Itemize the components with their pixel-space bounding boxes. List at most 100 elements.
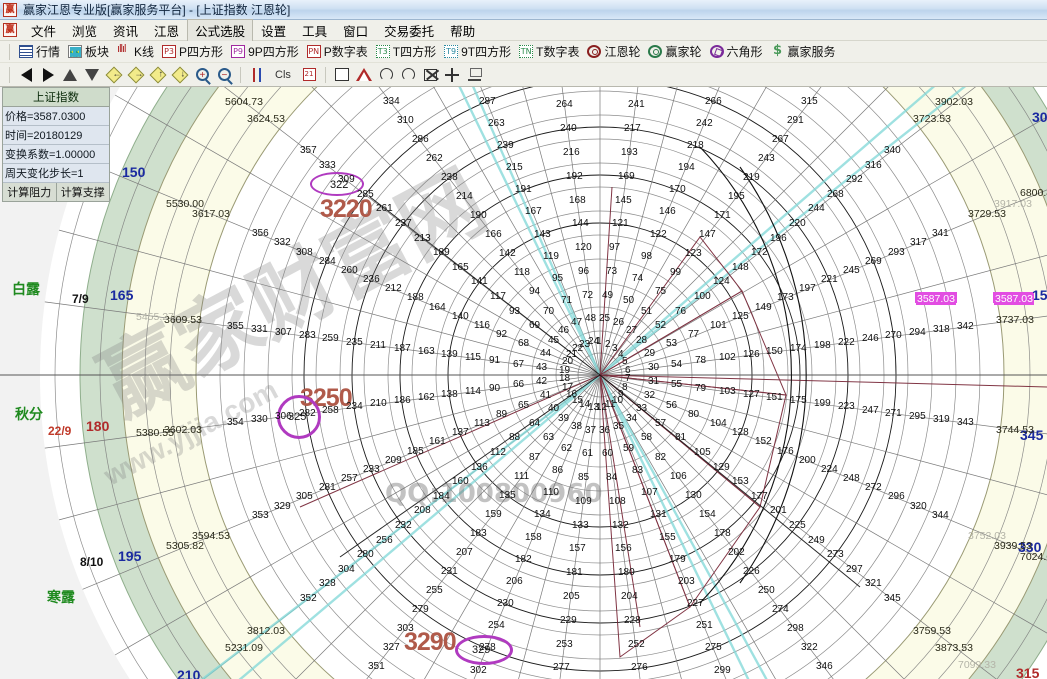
sector-number: 305	[296, 491, 313, 502]
sector-number: 39	[558, 413, 570, 424]
menu-item-window[interactable]: 窗口	[343, 24, 369, 39]
zoom-out-icon[interactable]: −	[213, 65, 235, 85]
toolbar-button-winner-wheel[interactable]: 赢家轮	[644, 42, 705, 61]
sector-number: 71	[561, 295, 573, 306]
price-ring-label: 5380.55	[136, 427, 174, 439]
sector-number: 237	[395, 218, 412, 229]
sector-number: 163	[418, 346, 435, 357]
pin-icon[interactable]	[463, 65, 485, 85]
candlestick-icon	[117, 43, 131, 58]
menu-item-gann[interactable]: 江恩	[154, 24, 180, 39]
menu-item-formula-stock-pick[interactable]: 公式选股	[187, 18, 254, 42]
degree-label-15: 15	[1032, 287, 1047, 303]
menu-item-file[interactable]: 文件	[31, 24, 57, 39]
menu-item-browse[interactable]: 浏览	[72, 24, 98, 39]
triangle-tool-icon[interactable]	[353, 65, 375, 85]
square-tool-icon[interactable]	[331, 65, 353, 85]
sector-number: 47	[571, 317, 583, 328]
sector-number: 127	[743, 389, 760, 400]
sector-number: 140	[452, 311, 469, 322]
sector-number: 260	[341, 265, 358, 276]
four-arrow-icon[interactable]	[441, 65, 463, 85]
sector-number: 264	[556, 99, 573, 110]
sector-number: 6	[625, 365, 631, 376]
sector-number: 75	[655, 286, 667, 297]
sector-number: 11	[605, 399, 616, 410]
sector-number: 309	[338, 174, 355, 185]
sector-number: 299	[714, 665, 731, 676]
sector-number: 154	[699, 509, 716, 520]
sector-number: 165	[452, 262, 469, 273]
arrow-left-icon[interactable]	[15, 65, 37, 85]
degree-label-210: 210	[177, 667, 201, 679]
arrow-down-icon[interactable]	[81, 65, 103, 85]
diamond-down-icon[interactable]: ↓	[169, 65, 191, 85]
sector-number: 354	[227, 417, 244, 428]
toolbar-label: 板块	[85, 45, 110, 59]
calc-support-button[interactable]: 计算支撑	[56, 183, 109, 201]
arc-left-icon[interactable]	[375, 65, 397, 85]
sector-number: 247	[862, 405, 879, 416]
toolbar-label: 9T四方形	[461, 45, 512, 59]
sector-number: 207	[456, 547, 473, 558]
sector-number: 267	[772, 134, 789, 145]
toolbar-button-hexagon[interactable]: 六角形	[706, 42, 767, 61]
sector-number: 175	[790, 395, 807, 406]
sector-number: 263	[488, 118, 505, 129]
sector-number: 107	[641, 487, 658, 498]
sector-number: 40	[548, 403, 560, 414]
sector-number: 103	[719, 386, 736, 397]
sector-number: 327	[383, 642, 400, 653]
sector-number: 192	[566, 171, 583, 182]
toolbar-button-blocks[interactable]: 板块	[64, 42, 113, 61]
cls-label[interactable]: Cls	[275, 68, 291, 81]
sector-number: 243	[758, 153, 775, 164]
sector-number: 15	[572, 395, 584, 406]
sector-number: 93	[509, 306, 521, 317]
calendar-icon[interactable]: 21	[298, 65, 320, 85]
sector-number: 21	[566, 349, 578, 360]
menu-item-settings[interactable]: 设置	[261, 24, 287, 39]
sector-number: 5	[622, 356, 628, 367]
menu-item-help[interactable]: 帮助	[450, 24, 476, 39]
toolbar-button-t-number-table[interactable]: TN T数字表	[515, 42, 583, 61]
sector-number: 203	[678, 576, 695, 587]
diamond-left-icon[interactable]: ←	[103, 65, 125, 85]
gann-wheel-chart[interactable]: 上证指数 价格=3587.0300 时间=20180129 变换系数=1.000…	[0, 87, 1047, 679]
arc-right-icon[interactable]	[397, 65, 419, 85]
target-cell-322: 322	[330, 179, 349, 191]
toolbar-button-quotes[interactable]: 行情	[15, 42, 64, 61]
sector-number: 46	[558, 325, 570, 336]
toolbar-button-9t-square[interactable]: T9 9T四方形	[440, 42, 515, 61]
toolbar-button-p-number-table[interactable]: PN P数字表	[303, 42, 372, 61]
calc-resistance-button[interactable]: 计算阻力	[3, 183, 57, 201]
sector-number: 199	[814, 398, 831, 409]
arrow-up-icon[interactable]	[59, 65, 81, 85]
toolbar-button-t-square[interactable]: T3 T四方形	[372, 42, 440, 61]
menu-item-tools[interactable]: 工具	[302, 24, 328, 39]
menu-item-news[interactable]: 资讯	[113, 24, 139, 39]
toolbar-button-gann-wheel[interactable]: 江恩轮	[583, 42, 644, 61]
diamond-right-icon[interactable]: →	[125, 65, 147, 85]
sector-number: 36	[599, 425, 611, 436]
sector-number: 110	[543, 487, 559, 498]
diamond-up-icon[interactable]: ↑	[147, 65, 169, 85]
sector-number: 331	[251, 324, 268, 335]
menu-item-trade-order[interactable]: 交易委托	[384, 24, 435, 39]
toolbar-button-9p-square[interactable]: P9 9P四方形	[227, 42, 303, 61]
arrow-right-icon[interactable]	[37, 65, 59, 85]
toolbar-label: T数字表	[536, 45, 580, 59]
target-cell-325: 325	[288, 411, 307, 423]
info-row-price: 价格=3587.0300	[3, 107, 109, 126]
toolbar-button-kline[interactable]: K线	[113, 42, 158, 61]
sector-number: 321	[865, 578, 882, 589]
price-axis-icon[interactable]	[246, 65, 268, 85]
target-label-3220: 3220	[320, 195, 373, 223]
sector-number: 56	[666, 400, 678, 411]
toolbar-button-winner-service[interactable]: $ 赢家服务	[767, 42, 840, 61]
toolbar-button-p-square[interactable]: P3 P四方形	[158, 42, 227, 61]
zoom-in-icon[interactable]: +	[191, 65, 213, 85]
price-ring-label: 5455.27	[136, 311, 174, 323]
crossbox-icon[interactable]	[419, 65, 441, 85]
sector-number: 3	[612, 343, 618, 354]
